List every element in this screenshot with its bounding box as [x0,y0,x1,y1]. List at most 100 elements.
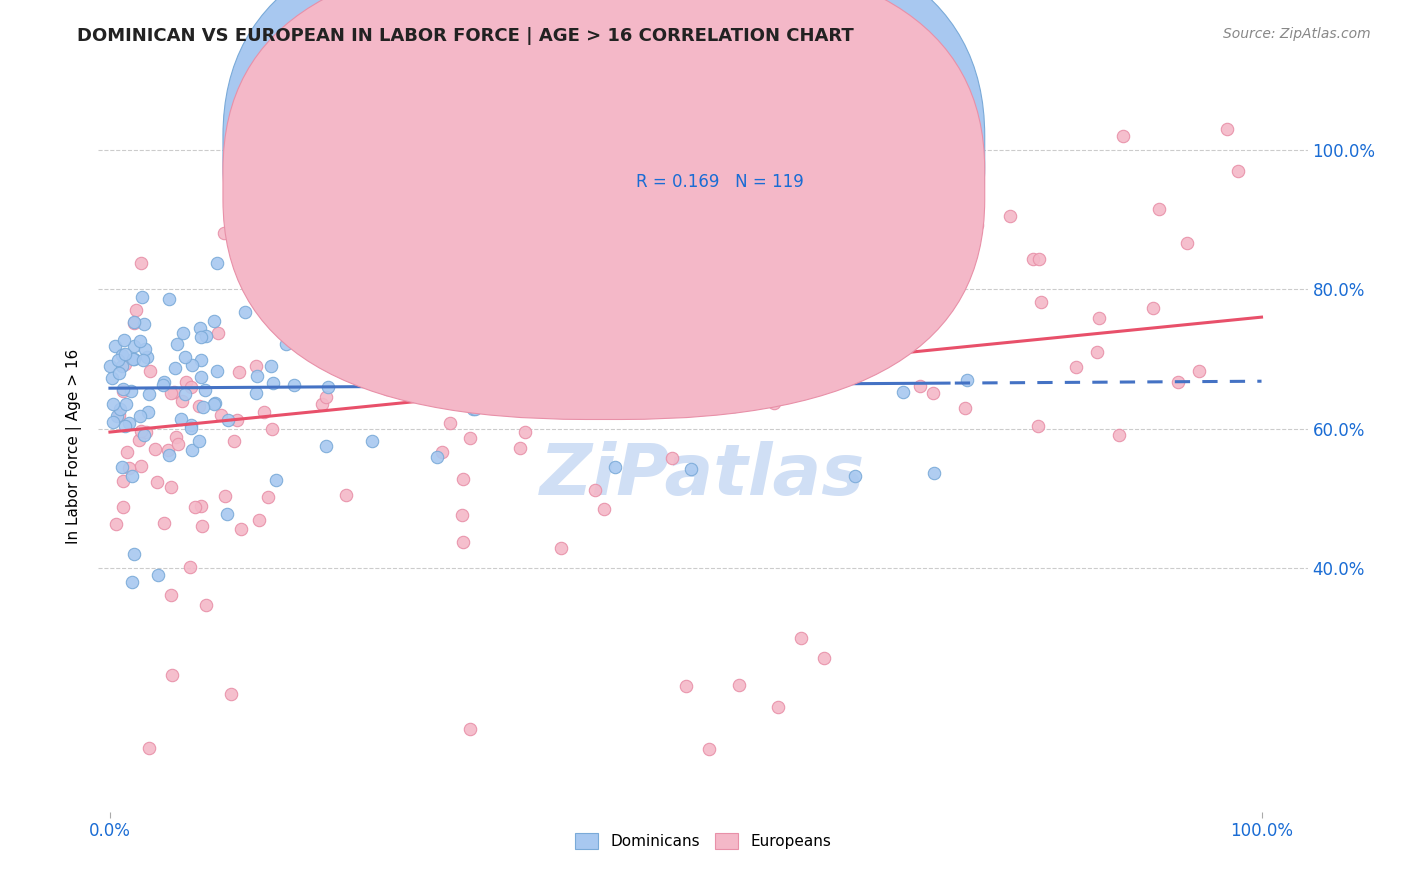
Point [101,415,124,429]
Point [443,368,465,383]
Point [679,461,702,475]
Point [285,291,308,305]
Point [276,336,298,351]
Point [166,430,188,444]
Point [110,460,132,475]
Point [181,359,204,373]
Point [918,313,941,327]
Point [966,218,988,232]
Point [790,631,813,645]
Point [276,320,298,334]
Point [179,560,201,574]
Point [173,387,195,401]
Point [157,448,180,462]
Point [607,307,630,321]
Text: R = 0.169   N = 119: R = 0.169 N = 119 [637,173,804,191]
Point [104,339,127,353]
Point [112,384,135,399]
Point [100,359,122,373]
Point [474,314,496,328]
Point [104,517,127,532]
Point [458,722,481,736]
Point [844,468,866,483]
Point [157,443,180,458]
Point [516,322,538,336]
Point [170,412,193,426]
Point [1087,310,1109,325]
Point [998,209,1021,223]
Point [160,386,183,401]
Point [188,400,211,414]
FancyBboxPatch shape [569,110,915,201]
Point [153,516,176,530]
Point [451,508,474,523]
Point [675,679,697,693]
Point [430,359,453,373]
Point [1026,418,1049,433]
Point [152,377,174,392]
Point [1142,301,1164,315]
Point [245,385,267,400]
Point [246,369,269,384]
Point [413,383,436,397]
Point [420,312,443,326]
Point [124,339,146,353]
Point [439,360,461,375]
Point [264,473,287,487]
Point [1216,122,1239,136]
Point [188,321,211,335]
Point [683,386,706,401]
Text: ZiPatlas: ZiPatlas [540,441,866,509]
Point [423,392,446,406]
Point [125,302,148,317]
Point [475,368,498,383]
Point [195,328,218,343]
Point [260,359,283,373]
Point [224,434,246,448]
Point [146,475,169,489]
Point [253,405,276,419]
Point [245,359,267,373]
Point [1112,128,1135,143]
Point [922,467,945,481]
Point [166,436,188,450]
Point [111,348,134,362]
Point [922,385,945,400]
Point [461,236,484,251]
Point [129,409,152,423]
Point [120,384,142,398]
Point [332,351,354,365]
Point [174,350,197,364]
Point [121,574,143,589]
Y-axis label: In Labor Force | Age > 16: In Labor Force | Age > 16 [66,349,83,543]
Text: Source: ZipAtlas.com: Source: ZipAtlas.com [1223,27,1371,41]
Point [114,346,136,360]
Point [733,199,755,213]
Point [163,384,186,399]
Point [122,317,145,331]
Point [426,450,449,464]
Point [1227,164,1250,178]
Point [813,651,835,665]
Point [688,307,710,321]
Point [583,483,606,497]
Point [728,678,751,692]
Point [190,499,212,513]
Point [148,567,170,582]
Point [318,380,340,394]
Point [122,547,145,561]
Point [640,205,662,219]
Point [176,375,198,389]
Point [460,376,482,390]
Point [170,393,193,408]
Point [191,519,214,533]
Point [257,491,280,505]
Point [709,376,731,390]
Point [375,382,398,396]
Point [111,359,134,374]
Point [194,598,217,612]
Point [592,502,614,516]
Point [420,376,443,390]
Point [122,351,145,366]
Point [136,350,159,364]
